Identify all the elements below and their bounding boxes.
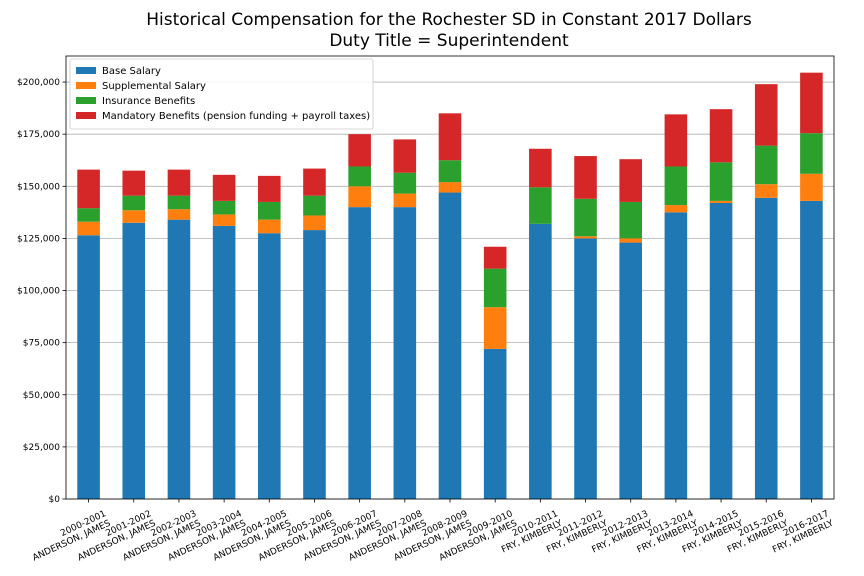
bar-insurance-1 bbox=[122, 195, 146, 211]
bar-base-3 bbox=[212, 225, 236, 499]
y-tick-label: $100,000 bbox=[17, 287, 60, 297]
bar-mandatory-11 bbox=[574, 156, 597, 199]
bar-base-13 bbox=[664, 212, 688, 499]
bar-mandatory-4 bbox=[258, 175, 281, 202]
bar-base-12 bbox=[619, 242, 642, 499]
bar-supplemental-2 bbox=[167, 209, 191, 220]
x-tick-label: 2000-2001ANDERSON, JAMES bbox=[27, 509, 113, 563]
bar-mandatory-13 bbox=[664, 114, 688, 167]
bar-base-2 bbox=[167, 219, 191, 499]
bar-base-5 bbox=[303, 230, 326, 499]
bar-mandatory-9 bbox=[483, 246, 507, 269]
bar-supplemental-11 bbox=[574, 236, 597, 239]
bar-insurance-15 bbox=[754, 145, 778, 185]
bar-mandatory-2 bbox=[167, 169, 191, 196]
legend-label: Insurance Benefits bbox=[102, 96, 195, 107]
bar-mandatory-8 bbox=[438, 113, 462, 161]
legend-label: Base Salary bbox=[102, 66, 161, 77]
bar-mandatory-7 bbox=[393, 139, 417, 173]
legend-swatch bbox=[76, 82, 96, 89]
bar-insurance-3 bbox=[212, 200, 236, 215]
y-tick-label: $200,000 bbox=[17, 78, 60, 88]
bar-supplemental-5 bbox=[303, 215, 326, 231]
bar-supplemental-7 bbox=[393, 193, 417, 208]
x-axis: 2000-2001ANDERSON, JAMES2001-2002ANDERSO… bbox=[27, 499, 836, 563]
bar-supplemental-1 bbox=[122, 210, 146, 223]
legend-swatch bbox=[76, 97, 96, 104]
bar-base-16 bbox=[800, 200, 823, 499]
bar-supplemental-9 bbox=[483, 307, 507, 349]
bar-supplemental-8 bbox=[438, 182, 462, 193]
bar-base-15 bbox=[754, 197, 778, 499]
y-tick-label: $50,000 bbox=[23, 391, 60, 401]
y-tick-label: $75,000 bbox=[23, 339, 60, 349]
bar-supplemental-0 bbox=[77, 221, 100, 236]
bar-mandatory-6 bbox=[348, 134, 371, 167]
bar-insurance-6 bbox=[348, 166, 371, 187]
bar-base-14 bbox=[709, 202, 733, 499]
y-tick-label: $0 bbox=[49, 495, 61, 505]
bar-mandatory-3 bbox=[212, 174, 236, 201]
bar-insurance-0 bbox=[77, 208, 100, 222]
bar-base-6 bbox=[348, 207, 371, 499]
bar-base-8 bbox=[438, 192, 462, 500]
legend-swatch bbox=[76, 67, 96, 74]
bar-mandatory-10 bbox=[529, 148, 552, 188]
bar-mandatory-5 bbox=[303, 168, 326, 196]
bar-insurance-14 bbox=[709, 162, 733, 201]
bar-supplemental-16 bbox=[800, 173, 823, 201]
bar-insurance-2 bbox=[167, 195, 191, 210]
bar-supplemental-4 bbox=[258, 219, 281, 234]
bar-base-4 bbox=[258, 233, 281, 499]
bar-insurance-7 bbox=[393, 172, 417, 194]
bar-insurance-10 bbox=[529, 187, 552, 224]
bar-supplemental-3 bbox=[212, 214, 236, 226]
bar-insurance-8 bbox=[438, 160, 462, 183]
bar-mandatory-16 bbox=[800, 72, 823, 134]
legend-label: Mandatory Benefits (pension funding + pa… bbox=[102, 111, 370, 122]
bar-mandatory-14 bbox=[709, 109, 733, 163]
bar-base-10 bbox=[529, 223, 552, 499]
bar-mandatory-1 bbox=[122, 170, 146, 196]
bar-mandatory-0 bbox=[77, 169, 100, 209]
bar-supplemental-15 bbox=[754, 184, 778, 198]
bar-insurance-4 bbox=[258, 201, 281, 220]
bar-base-11 bbox=[574, 238, 597, 500]
y-tick-label: $150,000 bbox=[17, 182, 60, 192]
bar-base-9 bbox=[483, 348, 507, 499]
bar-mandatory-12 bbox=[619, 159, 642, 202]
bar-supplemental-14 bbox=[709, 200, 733, 203]
bar-series bbox=[77, 72, 823, 500]
bar-insurance-16 bbox=[800, 133, 823, 174]
chart-title-line-2: Duty Title = Superintendent bbox=[329, 31, 569, 51]
bar-insurance-9 bbox=[483, 268, 507, 308]
y-tick-label: $175,000 bbox=[17, 130, 60, 140]
bar-supplemental-12 bbox=[619, 238, 642, 243]
bar-insurance-5 bbox=[303, 195, 326, 216]
legend-swatch bbox=[76, 112, 96, 119]
y-tick-label: $125,000 bbox=[17, 234, 60, 244]
chart-title: Historical Compensation for the Rocheste… bbox=[146, 10, 752, 51]
y-tick-label: $25,000 bbox=[23, 443, 60, 453]
bar-base-7 bbox=[393, 207, 417, 499]
y-axis: $0 $25,000 $50,000 $75,000 $100,000 $125,000 $… bbox=[17, 78, 66, 505]
bar-base-1 bbox=[122, 222, 146, 499]
bar-mandatory-15 bbox=[754, 84, 778, 146]
bar-supplemental-6 bbox=[348, 186, 371, 208]
legend-label: Supplemental Salary bbox=[102, 81, 206, 92]
bar-insurance-11 bbox=[574, 198, 597, 237]
bar-insurance-12 bbox=[619, 201, 642, 239]
legend-box bbox=[69, 58, 374, 130]
bar-supplemental-13 bbox=[664, 205, 688, 213]
bar-base-0 bbox=[77, 235, 100, 499]
chart-title-line-1: Historical Compensation for the Rocheste… bbox=[146, 10, 752, 30]
legend: Base Salary Supplemental Salary Insurance … bbox=[69, 58, 374, 130]
bar-insurance-13 bbox=[664, 166, 688, 206]
